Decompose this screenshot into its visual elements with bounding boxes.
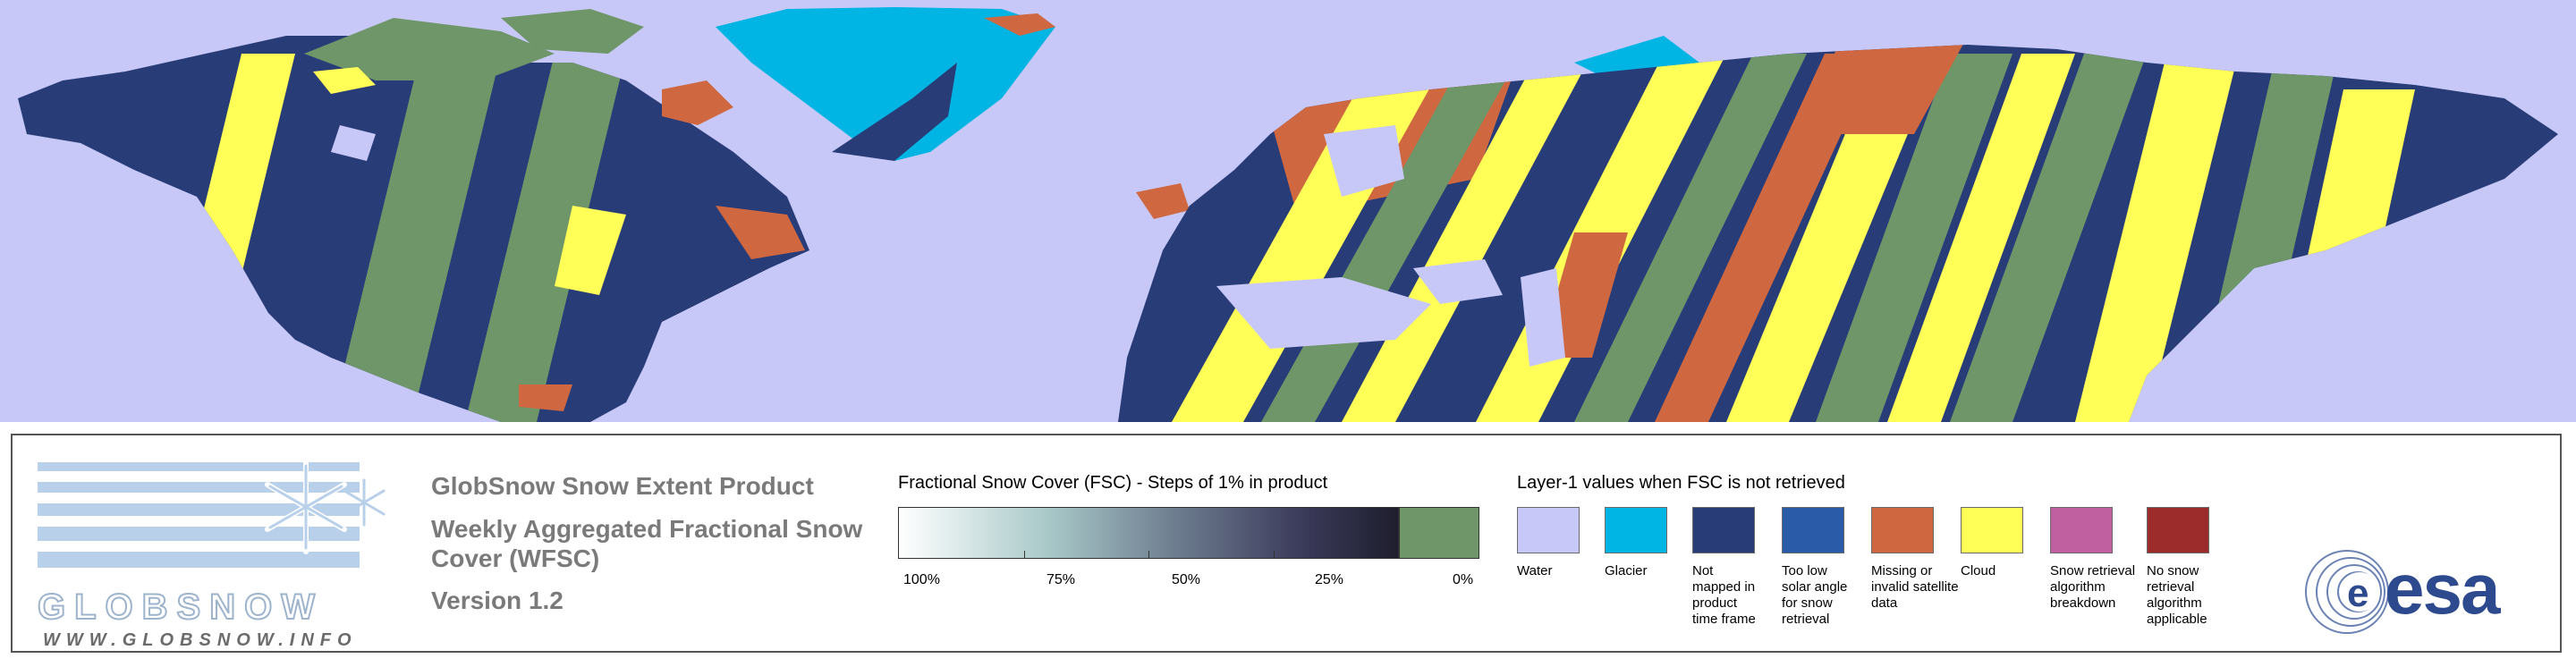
fsc-tick-label-25: 25% [1315,572,1344,587]
globsnow-wordmark: GLOBSNOW [37,587,324,628]
label-too-low-solar: Too low solar angle for snow retrieval [1782,563,1848,627]
fsc-tick-25 [1273,551,1275,558]
legend-panel: GLOBSNOW WWW.GLOBSNOW.INFO GlobSnow Snow… [11,434,2562,653]
swatch-water [1517,507,1580,553]
layer1-title: Layer-1 values when FSC is not retrieved [1517,473,1845,493]
product-title: GlobSnow Snow Extent Product [431,472,814,500]
iceland [1136,183,1190,219]
swatch-glacier [1605,507,1667,553]
fsc-tick-75 [1023,551,1025,558]
label-breakdown: Snow retrieval algorithm breakdown [2050,563,2136,611]
fsc-scale-title: Fractional Snow Cover (FSC) - Steps of 1… [898,473,1328,493]
label-water: Water [1517,563,1553,578]
svg-text:e: e [2347,571,2368,615]
snow-cover-map [0,0,2576,422]
swatch-not-mapped [1692,507,1755,553]
fsc-tick-50 [1148,551,1149,558]
globsnow-logo: GLOBSNOW WWW.GLOBSNOW.INFO [37,453,395,650]
product-subtitle: Weekly Aggregated Fractional Snow Cover … [431,515,863,572]
esa-logo: e esa [2302,547,2544,637]
arctic-islands [304,9,805,259]
globsnow-url: WWW.GLOBSNOW.INFO [43,630,358,650]
swatch-cloud [1961,507,2023,553]
map-canvas [18,7,2558,422]
product-version: Version 1.2 [431,587,564,614]
fsc-tick-label-50: 50% [1172,572,1201,587]
snowflake-outline-icon [268,464,386,550]
fsc-gradient-bar [898,507,1399,559]
swatch-no-snow-retrieval [2147,507,2209,553]
label-cloud: Cloud [1961,563,1996,578]
label-glacier: Glacier [1605,563,1648,578]
swatch-breakdown [2050,507,2113,553]
fsc-tick-label-100: 100% [903,572,940,587]
fsc-tick-label-75: 75% [1046,572,1076,587]
eurasia [1118,45,2558,422]
label-missing-invalid: Missing or invalid satellite data [1871,563,1959,611]
greenland [716,7,1055,161]
esa-globe-icon: e [2305,550,2389,634]
fsc-tick-label-0: 0% [1453,572,1474,587]
snowflake-stripes-graphic [38,460,386,568]
swatch-too-low-solar [1782,507,1844,553]
esa-wordmark: esa [2385,549,2500,629]
swatch-missing-invalid [1871,507,1934,553]
label-not-mapped: Not mapped in product time frame [1692,563,1756,627]
label-no-snow-retrieval: No snow retrieval algorithm applicable [2147,563,2207,627]
fsc-zero-swatch [1399,507,1479,559]
